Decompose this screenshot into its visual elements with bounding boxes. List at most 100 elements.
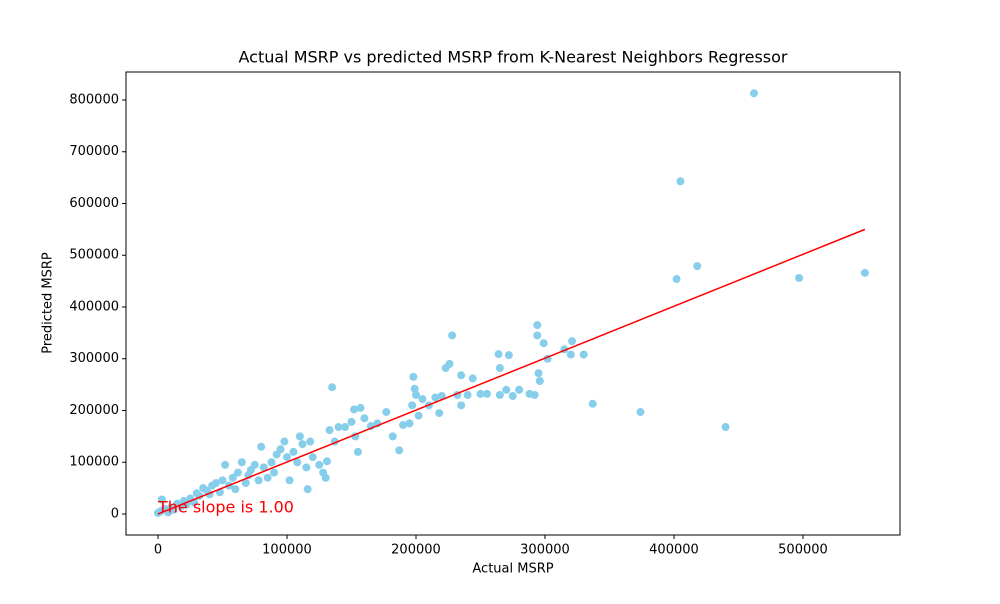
point: [334, 423, 343, 432]
chart-title: Actual MSRP vs predicted MSRP from K-Nea…: [238, 48, 787, 67]
y-tick-label: 400000: [69, 299, 119, 314]
y-tick-label: 300000: [69, 351, 119, 366]
point: [295, 432, 304, 441]
point: [293, 458, 302, 467]
point: [533, 321, 542, 330]
point: [250, 460, 259, 469]
point: [306, 437, 315, 446]
fit-line: [157, 228, 866, 515]
point: [302, 463, 311, 472]
point: [795, 274, 804, 283]
point: [409, 372, 418, 381]
point: [457, 401, 466, 410]
point: [445, 359, 454, 368]
point: [270, 468, 279, 477]
point: [308, 453, 317, 462]
point: [263, 473, 272, 482]
point: [482, 389, 491, 398]
point: [539, 339, 548, 348]
point: [468, 374, 477, 383]
point: [721, 423, 730, 432]
point: [325, 426, 334, 435]
point: [418, 395, 427, 404]
point: [218, 476, 227, 485]
point: [298, 440, 307, 449]
point: [399, 420, 408, 429]
point: [476, 389, 485, 398]
y-tick-label: 600000: [69, 196, 119, 211]
point: [353, 447, 362, 456]
point: [568, 337, 577, 346]
point: [388, 432, 397, 441]
point: [693, 262, 702, 271]
point: [356, 403, 365, 412]
point: [504, 351, 513, 360]
point: [257, 442, 266, 451]
point: [579, 350, 588, 359]
point: [231, 485, 240, 494]
y-tick-label: 0: [111, 506, 119, 521]
point: [395, 446, 404, 455]
point: [448, 331, 457, 340]
x-tick-label: 200000: [391, 543, 441, 558]
point: [315, 460, 324, 469]
y-axis-label: Predicted MSRP: [41, 252, 56, 354]
point: [457, 371, 466, 380]
point: [341, 423, 350, 432]
point: [636, 408, 645, 417]
y-tick-label: 100000: [69, 455, 119, 470]
y-tick-label: 800000: [69, 92, 119, 107]
x-tick-label: 100000: [262, 543, 312, 558]
point: [463, 390, 472, 399]
point: [237, 458, 246, 467]
point: [860, 268, 869, 277]
point: [347, 417, 356, 426]
point: [494, 350, 503, 359]
x-tick-label: 500000: [778, 543, 828, 558]
point: [267, 458, 276, 467]
point: [749, 89, 758, 98]
point: [502, 385, 511, 394]
point: [303, 485, 312, 494]
point: [321, 473, 330, 482]
point: [280, 437, 289, 446]
point: [508, 392, 517, 401]
point: [672, 275, 681, 284]
point: [414, 411, 423, 420]
point: [233, 468, 242, 477]
point: [431, 393, 440, 402]
y-tick-label: 500000: [69, 248, 119, 263]
point: [535, 376, 544, 385]
point: [285, 476, 294, 485]
plot-frame: [125, 71, 901, 536]
x-tick-label: 400000: [649, 543, 699, 558]
point: [289, 447, 298, 456]
point: [382, 408, 391, 417]
y-tick-label: 200000: [69, 403, 119, 418]
point: [241, 478, 250, 487]
x-axis-label: Actual MSRP: [472, 562, 553, 577]
point: [254, 476, 263, 485]
point: [411, 390, 420, 399]
point: [408, 401, 417, 410]
point: [221, 460, 230, 469]
point: [405, 419, 414, 428]
point: [530, 390, 539, 399]
point: [276, 445, 285, 454]
point: [282, 453, 291, 462]
x-tick-label: 300000: [520, 543, 570, 558]
y-tick-label: 700000: [69, 144, 119, 159]
point: [515, 385, 524, 394]
x-tick-label: 0: [154, 543, 162, 558]
point: [534, 369, 543, 378]
point: [322, 457, 331, 466]
point: [533, 331, 542, 340]
point: [259, 463, 268, 472]
point: [676, 177, 685, 186]
point: [566, 350, 575, 359]
point: [588, 399, 597, 408]
point: [328, 383, 337, 392]
point: [350, 405, 359, 414]
point: [410, 384, 419, 393]
